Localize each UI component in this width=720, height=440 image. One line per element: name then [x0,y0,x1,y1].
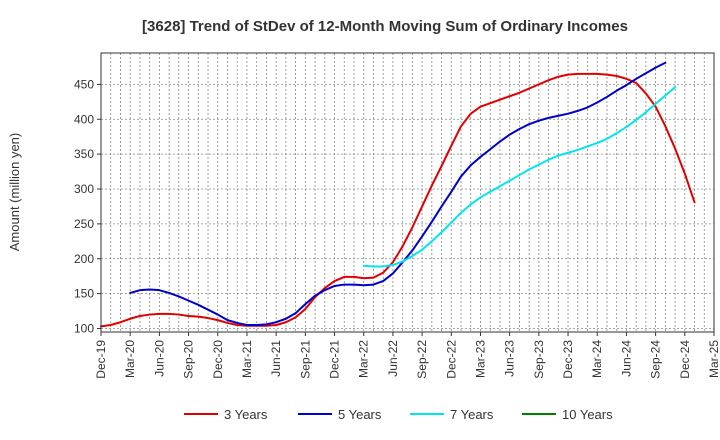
y-tick-label: 100 [74,322,94,336]
x-tick-label: Jun-20 [152,340,166,377]
chart-title: [3628] Trend of StDev of 12-Month Moving… [142,18,628,35]
x-tick-label: Dec-21 [328,340,342,379]
plot-frame [100,52,715,333]
x-tick-label: Jun-24 [619,340,633,377]
series-lines [100,61,696,328]
x-tick-label: Jun-21 [269,340,283,377]
x-tick-label: Mar-25 [707,340,720,378]
series-line-5-years [129,61,667,327]
legend: 3 Years 5 Years 7 Years 10 Years [184,407,613,422]
x-tick-label: Mar-22 [357,340,371,378]
y-tick-label: 250 [74,217,94,231]
y-tick-label: 200 [74,252,94,266]
y-tick-label: 350 [74,147,94,161]
x-tick-label: Sep-21 [298,340,312,379]
x-tick-label: Sep-24 [649,340,663,379]
x-axis-ticks: Dec-19 Mar-20 Jun-20 Sep-20 Dec-20 Mar-21 Jun-… [94,332,720,379]
x-tick-label: Sep-20 [182,340,196,379]
x-tick-label: Mar-24 [590,340,604,378]
grid [101,53,714,332]
y-axis-ticks: 100 150 200 250 300 350 400 450 [74,77,101,336]
x-tick-label: Mar-23 [473,340,487,378]
y-tick-label: 400 [74,112,94,126]
x-tick-label: Sep-23 [532,340,546,379]
y-axis-label: Amount (million yen) [7,133,22,252]
series-line-7-years [362,86,677,268]
x-tick-label: Dec-24 [678,340,692,379]
x-tick-label: Dec-20 [211,340,225,379]
x-tick-label: Dec-23 [561,340,575,379]
x-tick-label: Sep-22 [415,340,429,379]
x-tick-label: Dec-19 [94,340,108,379]
x-tick-label: Mar-20 [123,340,137,378]
y-tick-label: 150 [74,287,94,301]
x-tick-label: Dec-22 [444,340,458,379]
y-tick-label: 300 [74,182,94,196]
legend-label: 7 Years [450,407,494,422]
legend-label: 5 Years [338,407,382,422]
y-tick-label: 450 [74,77,94,91]
legend-label: 10 Years [562,407,613,422]
series-line-3-years [100,72,696,328]
x-tick-label: Jun-23 [503,340,517,377]
x-tick-label: Jun-22 [386,340,400,377]
legend-label: 3 Years [224,407,268,422]
x-tick-label: Mar-21 [240,340,254,378]
